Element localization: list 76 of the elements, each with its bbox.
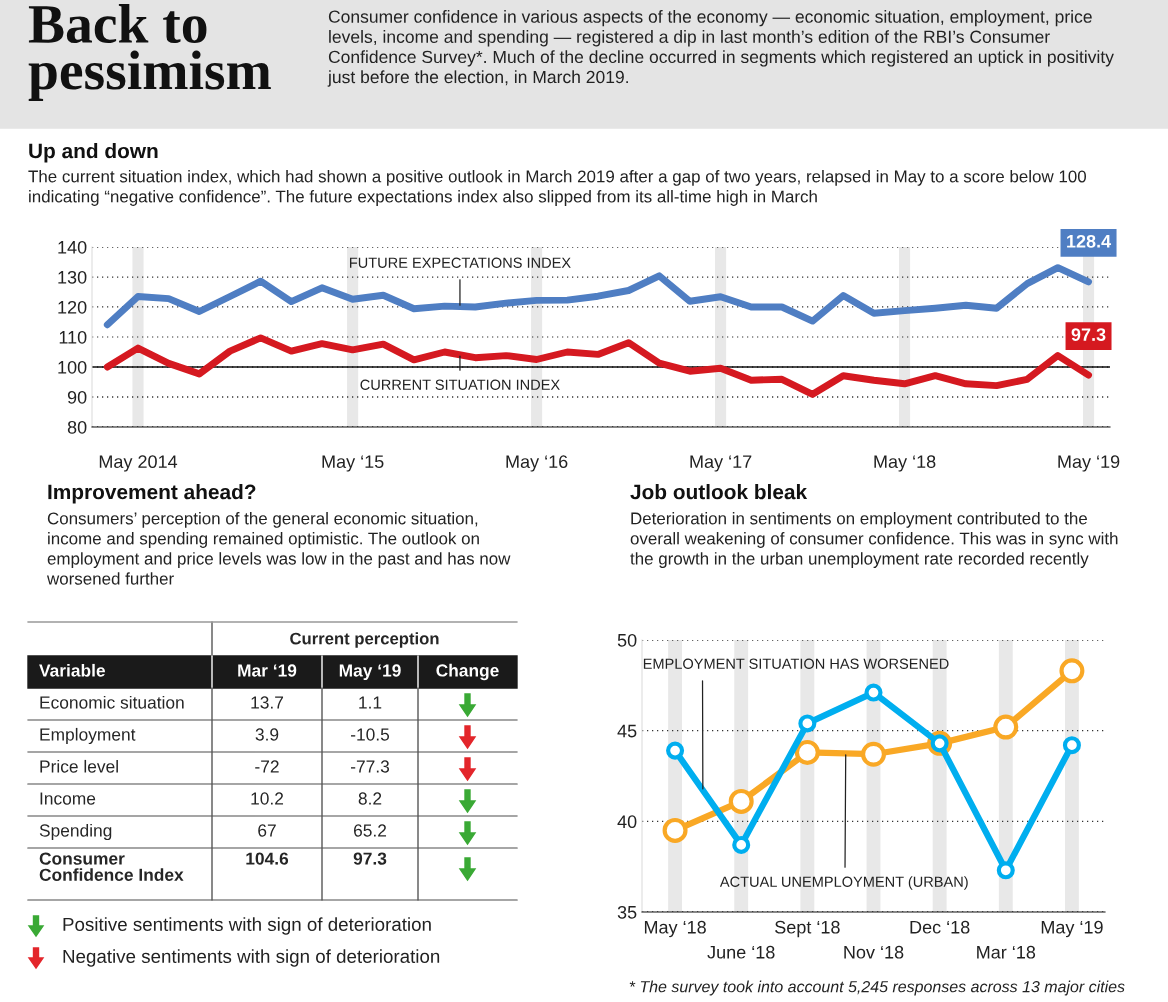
data-label: 128.4 <box>1067 234 1112 248</box>
category-label: Economic situation <box>40 695 184 709</box>
text: ACTUAL UNEMPLOYMENT (URBAN) <box>719 876 968 890</box>
x-tick-label: Mar ‘18 <box>977 945 1036 959</box>
y-tick-label: 35 <box>617 905 637 919</box>
y-tick-label: 50 <box>617 633 637 647</box>
text: Current perception <box>290 632 439 648</box>
chart-title: Job outlook bleak <box>630 484 808 500</box>
x-tick-label: May ‘16 <box>506 455 568 472</box>
point <box>732 835 751 854</box>
y-tick-label: 45 <box>617 724 637 738</box>
point <box>996 861 1015 880</box>
data-label: 1.1 <box>359 696 382 709</box>
data-label: 67 <box>258 824 276 837</box>
y-tick-label: 80 <box>67 420 87 434</box>
y-tick-label: 130 <box>58 270 87 284</box>
category-label: Consumer Confidence Index <box>39 852 184 881</box>
x-tick-label: May ‘19 <box>1041 920 1103 938</box>
text: Positive sentiments with sign of deterioration <box>63 917 431 935</box>
data-label: 104.6 <box>246 852 289 865</box>
x-tick-label: May ‘18 <box>644 920 706 938</box>
series-label: FUTURE EXPECTATIONS INDEX <box>350 257 571 268</box>
data-label: 65.2 <box>353 824 387 837</box>
category-label: Price level <box>40 759 118 773</box>
y-tick-label: 40 <box>617 815 637 829</box>
y-tick-label: 100 <box>58 360 87 374</box>
data-label: 97.3 <box>353 852 387 865</box>
point <box>860 741 887 767</box>
point <box>794 739 820 765</box>
point <box>993 714 1019 740</box>
data-label: 3.9 <box>255 728 279 741</box>
category-label: Income <box>40 792 96 805</box>
text: Consumer confidence in various aspects of the economy — economic situation, employment, price levels, income and spending — registered a dip in last month’s edition of the RBI’s Consumer Confidence Survey*. Much of the decline occurred in segments which registered an uptick in positivity just before the election, in March 2019. <box>327 10 1114 87</box>
text: Back to pessimism <box>28 4 271 101</box>
point <box>666 741 685 760</box>
point <box>662 817 688 843</box>
series-label: CURRENT SITUATION INDEX <box>360 379 560 390</box>
y-tick-label: 110 <box>59 330 87 344</box>
x-tick-label: Nov ‘18 <box>844 945 904 959</box>
y-tick-label: 90 <box>67 390 87 404</box>
category-label: Spending <box>39 823 112 841</box>
text: EMPLOYMENT SITUATION HAS WORSENED <box>643 658 949 669</box>
x-tick-label: June ‘18 <box>707 945 775 959</box>
point <box>864 683 883 702</box>
point <box>798 714 817 733</box>
text: Consumers’ perception of the general economic situation, income and spending remained optimistic. The outlook on employment and price levels was low in the past and has now worsened further <box>46 512 511 585</box>
data-label: -77.3 <box>350 760 390 773</box>
category-label: Employment <box>40 727 136 745</box>
point <box>1062 736 1081 755</box>
y-tick-label: 140 <box>58 240 87 254</box>
y-tick-label: 120 <box>58 300 87 314</box>
x-tick-label: Sept ‘18 <box>775 920 840 938</box>
x-tick-label: May ‘17 <box>690 455 752 472</box>
point <box>728 788 754 814</box>
data-label: 97.3 <box>1071 328 1106 341</box>
text: Mar ‘19 <box>238 664 297 677</box>
x-tick-label: May ‘15 <box>322 455 384 472</box>
text: Change <box>436 663 499 681</box>
data-label: 10.2 <box>251 792 284 805</box>
text: May ‘19 <box>339 664 401 681</box>
text: * The survey took into account 5,245 responses across 13 major cities <box>629 980 1125 996</box>
x-tick-label: May ‘19 <box>1058 455 1120 472</box>
x-tick-label: May 2014 <box>99 455 178 472</box>
text: Improvement ahead? <box>48 484 256 504</box>
text: Variable <box>39 663 106 677</box>
chart-title: Up and down <box>29 143 158 163</box>
point <box>1059 658 1085 684</box>
data-label: -72 <box>255 760 279 773</box>
text: Negative sentiments with sign of deterioration <box>63 949 440 967</box>
chart-subtitle: Deterioration in sentiments on employment contributed to the overall weakening of consumer confidence. This was in sync with the growth in the urban unemployment rate recorded recently <box>630 512 1118 568</box>
x-tick-label: May ‘18 <box>874 455 936 472</box>
data-label: 8.2 <box>358 792 382 805</box>
data-label: -10.5 <box>350 728 390 741</box>
data-label: 13.7 <box>251 696 284 709</box>
x-tick-label: Dec ‘18 <box>910 920 970 934</box>
chart-subtitle: The current situation index, which had shown a positive outlook in March 2019 after a gap of two years, relapsed in May to a score below 100 indicating “negative confidence”. The future expectations index also slipped from its all-time high in March <box>28 170 1087 206</box>
